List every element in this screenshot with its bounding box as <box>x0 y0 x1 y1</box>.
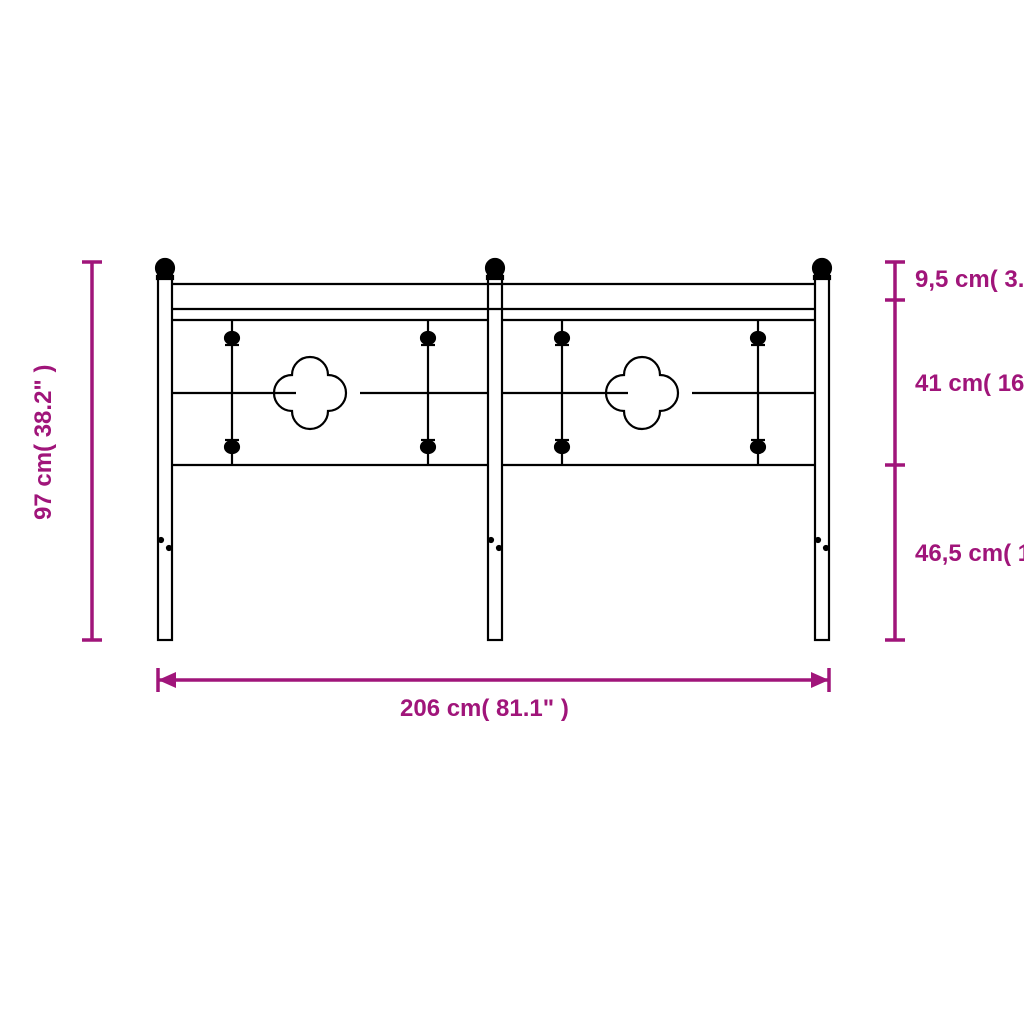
label-seg-mid: 41 cm( 16.1" ) <box>915 370 1024 398</box>
dimension-lines <box>82 262 905 692</box>
label-seg-bot: 46,5 cm( 18.3" ) <box>915 540 1024 568</box>
headboard-dimension-drawing <box>0 0 1024 1024</box>
label-height-total: 97 cm( 38.2" ) <box>30 365 58 520</box>
diagram-stage: 97 cm( 38.2" ) 206 cm( 81.1" ) 9,5 cm( 3… <box>0 0 1024 1024</box>
clover-left <box>274 345 346 429</box>
label-width-total: 206 cm( 81.1" ) <box>400 695 569 723</box>
label-seg-top: 9,5 cm( 3.7" ) <box>915 266 1024 294</box>
headboard-outline <box>156 259 831 640</box>
